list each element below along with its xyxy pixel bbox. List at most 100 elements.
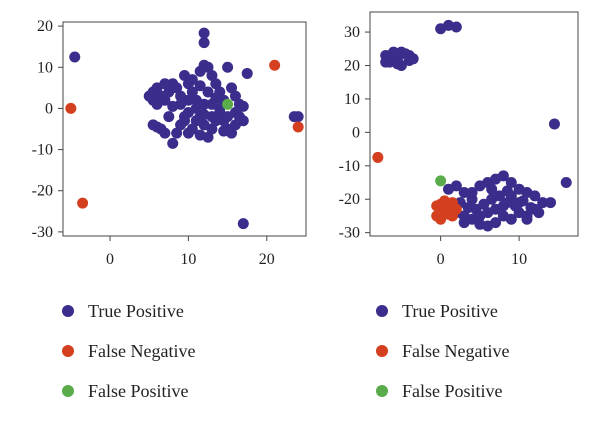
data-point [439,195,451,207]
y-tick-label: -30 [339,225,360,242]
data-point [450,180,462,192]
data-point [198,27,210,39]
y-tick-label: 10 [37,59,53,76]
series-false-positive [222,98,234,110]
legend-label: True Positive [88,301,184,321]
data-point [237,100,249,112]
data-point [210,78,222,90]
legend-marker [376,345,388,357]
data-point [159,78,171,90]
data-point [435,207,447,219]
y-tick-label: -30 [32,224,53,241]
data-point [529,190,541,202]
data-point [241,67,253,79]
data-point [186,74,198,86]
data-point [229,90,241,102]
data-point [497,210,509,222]
x-tick-label: 0 [106,251,114,268]
data-point [175,119,187,131]
data-point [218,125,230,137]
data-point [407,53,419,65]
plot-frame [369,11,579,237]
data-point [171,127,183,139]
y-tick-label: -20 [339,191,360,208]
data-point [372,151,384,163]
data-point [466,187,478,199]
data-point [501,185,513,197]
y-tick-label: 30 [344,24,360,41]
data-point [202,61,214,73]
data-point [486,183,498,195]
data-point [458,187,470,199]
legend-label: False Positive [402,381,503,401]
data-point [226,82,238,94]
data-point [163,111,175,123]
data-point [190,115,202,127]
y-tick-label: 20 [37,18,53,35]
data-point [222,61,234,73]
data-point [198,37,210,49]
y-tick-label: 0 [45,100,53,117]
data-point [474,218,486,230]
data-point [198,98,210,110]
data-point [513,197,525,209]
y-tick-label: -20 [32,183,53,200]
data-point [391,58,403,70]
data-point [533,207,545,219]
data-point [179,111,190,123]
data-point [77,197,89,209]
data-point [167,137,179,149]
data-point [497,200,509,212]
plot-frame [62,21,307,237]
legend: True Positive False Negative False Positiv… [62,301,195,401]
series-true-positive [69,27,304,230]
chart-panel-2: 0 10 -30 -20 -10 0 10 20 30 True Positive False Ne… [339,11,579,401]
legend-marker [62,345,74,357]
chart-panel-1: 0 10 20 -30 -20 -10 0 10 20 True Positive False Ne… [32,18,307,401]
data-point [210,92,222,104]
legend: True Positive False Negative False Positiv… [376,301,509,401]
data-point [167,100,179,112]
data-point [450,21,462,33]
data-point [560,177,572,189]
data-point [69,51,81,63]
data-point [292,121,304,133]
legend-label: False Negative [402,341,509,361]
data-point [478,198,490,210]
legend-marker [62,305,74,317]
data-point [474,210,486,222]
data-point [186,86,198,98]
data-point [292,111,304,123]
data-point [446,210,458,222]
legend-label: False Positive [88,381,189,401]
data-point [521,213,533,225]
series-false-negative [372,151,462,225]
data-point [182,127,194,139]
data-point [497,170,509,182]
series-false-negative [65,59,304,209]
data-point [222,98,234,110]
data-point [194,80,206,92]
y-tick-label: -10 [32,142,53,159]
data-point [65,102,77,114]
legend-marker [376,385,388,397]
y-tick-label: 10 [344,91,360,108]
data-point [458,217,470,229]
data-point [206,70,218,81]
x-tick-label: 0 [437,251,445,268]
y-tick-label: 0 [352,124,360,141]
data-point [237,218,249,230]
data-point [222,111,234,123]
data-point [525,202,537,214]
data-point [171,82,183,94]
y-tick-label: -10 [339,158,360,175]
x-tick-label: 10 [511,251,527,268]
data-point [548,118,560,130]
data-point [505,177,517,189]
series-false-positive [435,175,447,187]
data-point [269,59,281,71]
data-point [435,175,447,187]
data-point [198,109,210,121]
data-point [237,115,249,127]
